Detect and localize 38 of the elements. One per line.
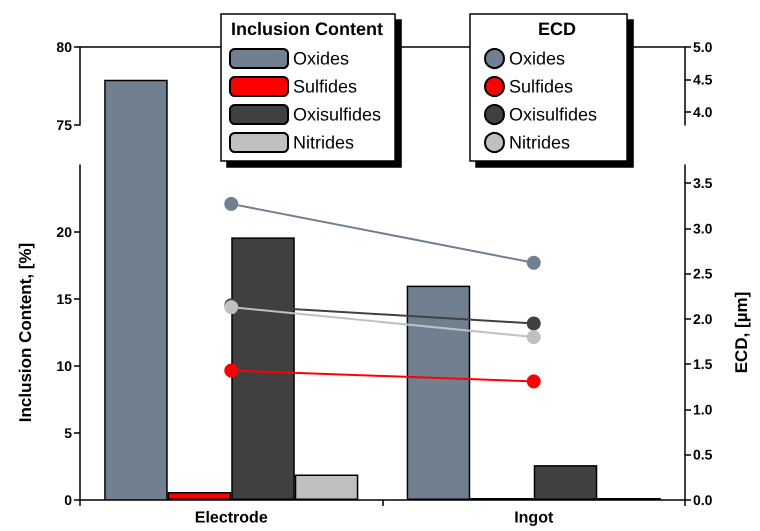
y2-tick-label: 0.0: [693, 492, 713, 508]
point: [224, 364, 238, 378]
y-tick-label: 80: [56, 39, 72, 55]
legend-label: Sulfides: [293, 76, 358, 96]
y2-tick-label: 2.5: [693, 266, 713, 282]
legend-label: Nitrides: [293, 132, 354, 152]
y2-tick-label: 1.0: [693, 401, 713, 418]
point: [224, 196, 238, 211]
legend-title: Inclusion Content: [231, 19, 383, 39]
y-tick-label: 75: [56, 117, 72, 133]
y-tick-label: 10: [56, 358, 72, 374]
legend-label: Nitrides: [509, 132, 570, 152]
y-tick-label: 15: [56, 291, 72, 307]
y2-tick-label: 3.5: [693, 175, 713, 192]
x-tick-label: Ingot: [514, 510, 554, 526]
y2-axis-title: ECD, [µm]: [732, 292, 751, 374]
y2-tick-label: 1.5: [693, 356, 713, 372]
text: ECD: [538, 19, 576, 39]
y-tick-label: 5: [64, 425, 72, 441]
y2-tick-label: 4.0: [693, 104, 713, 120]
y-axis-title: Inclusion Content, [%]: [16, 242, 35, 422]
legend-label: Oxisulfides: [293, 104, 382, 124]
y2-tick-label: 0.5: [693, 446, 713, 463]
legend-label: Oxides: [509, 48, 566, 68]
legend-label: Oxisulfides: [509, 104, 598, 124]
y2-tick-label: 4.5: [693, 72, 713, 88]
point: [526, 256, 541, 270]
y2-tick-label: 2.0: [693, 310, 713, 327]
x-tick-label: Electrode: [194, 510, 268, 526]
point: [526, 316, 541, 330]
y2-tick-label: 3.0: [693, 220, 713, 236]
point: [526, 330, 541, 344]
point: [526, 374, 541, 388]
y2-tick-label: 5.0: [693, 39, 713, 55]
legend-label: Oxides: [293, 48, 350, 68]
y-tick-label: 0: [64, 492, 72, 508]
y-tick-label: 20: [56, 224, 72, 240]
legend-label: Sulfides: [509, 76, 574, 96]
